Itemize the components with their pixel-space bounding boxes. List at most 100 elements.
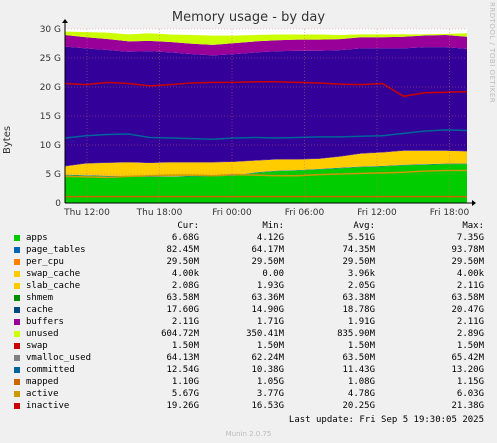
area-buffers	[65, 34, 467, 56]
legend-swatch	[14, 247, 20, 253]
legend: Cur: Min: Avg: Max: apps 6.68G 4.12G 5.51G 7…	[0, 220, 497, 412]
legend-cur: 17.60G	[166, 305, 199, 315]
area-shmem	[65, 150, 467, 167]
x-tick-label: Fri 06:00	[285, 208, 325, 218]
legend-avg: 29.50M	[342, 257, 375, 267]
legend-min: 1.93G	[256, 281, 284, 291]
legend-swatch	[14, 319, 20, 325]
y-tick-label: 15 G	[40, 112, 61, 122]
y-tick-label: 10 G	[40, 141, 61, 151]
legend-swatch	[14, 403, 20, 409]
legend-avg: 2.05G	[347, 281, 375, 291]
legend-max: 63.58M	[451, 293, 484, 303]
legend-swatch	[14, 295, 20, 301]
legend-swatch	[14, 331, 20, 337]
legend-min: 4.12G	[256, 233, 284, 243]
legend-row-shmem: shmem 63.58M 63.36M 63.38M 63.58M	[0, 292, 497, 304]
legend-row-mapped: mapped 1.10G 1.05G 1.08G 1.15G	[0, 376, 497, 388]
legend-avg: 74.35M	[342, 245, 375, 255]
legend-min: 16.53G	[251, 401, 284, 411]
y-tick-label: 25 G	[40, 54, 61, 64]
legend-cur: 19.26G	[166, 401, 199, 411]
legend-cur: 4.00k	[171, 269, 199, 279]
legend-max: 21.38G	[451, 401, 484, 411]
legend-max: 13.20G	[451, 365, 484, 375]
legend-min: 1.71G	[256, 317, 284, 327]
legend-cur: 1.50M	[171, 341, 199, 351]
legend-max: 1.15G	[456, 377, 484, 387]
legend-swatch	[14, 367, 20, 373]
legend-row-apps: apps 6.68G 4.12G 5.51G 7.35G	[0, 232, 497, 244]
legend-avg: 1.50M	[347, 341, 375, 351]
legend-cur: 82.45M	[166, 245, 199, 255]
legend-min: 29.50M	[251, 257, 284, 267]
legend-row-slab_cache: slab_cache 2.08G 1.93G 2.05G 2.11G	[0, 280, 497, 292]
legend-name: mapped	[26, 377, 59, 387]
legend-avg: 5.51G	[347, 233, 375, 243]
x-tick-label: Fri 12:00	[357, 208, 397, 218]
legend-row-buffers: buffers 2.11G 1.71G 1.91G 2.11G	[0, 316, 497, 328]
legend-name: cache	[26, 305, 54, 315]
legend-avg: 1.08G	[347, 377, 375, 387]
legend-row-unused: unused 604.72M 350.41M 835.90M 2.89G	[0, 328, 497, 340]
legend-min: 63.36M	[251, 293, 284, 303]
legend-max: 2.89G	[456, 329, 484, 339]
legend-row-vmalloc_used: vmalloc_used 64.13M 62.24M 63.50M 65.42M	[0, 352, 497, 364]
legend-max: 1.50M	[456, 341, 484, 351]
line-inactive	[64, 81, 468, 98]
legend-name: swap_cache	[26, 269, 81, 279]
legend-min: 1.50M	[256, 341, 284, 351]
legend-swatch	[14, 235, 20, 241]
legend-min: 350.41M	[246, 329, 284, 339]
legend-name: buffers	[26, 317, 64, 327]
legend-avg: 835.90M	[337, 329, 375, 339]
legend-max: 29.50M	[451, 257, 484, 267]
legend-header-avg: Avg:	[353, 221, 375, 231]
x-tick-label: Thu 12:00	[63, 208, 110, 218]
legend-row-page_tables: page_tables 82.45M 64.17M 74.35M 93.78M	[0, 244, 497, 256]
area-cache	[65, 46, 467, 167]
legend-avg: 20.25G	[342, 401, 375, 411]
x-tick-label: Thu 18:00	[136, 208, 183, 218]
legend-avg: 1.91G	[347, 317, 375, 327]
legend-swatch	[14, 355, 20, 361]
x-axis-arrow	[472, 200, 476, 206]
legend-swatch	[14, 259, 20, 265]
last-update: Last update: Fri Sep 5 19:30:05 2025	[288, 415, 484, 425]
legend-swatch	[14, 391, 20, 397]
legend-max: 65.42M	[451, 353, 484, 363]
line-committed	[64, 129, 468, 140]
legend-avg: 63.38M	[342, 293, 375, 303]
legend-swatch	[14, 271, 20, 277]
area-unused	[65, 31, 467, 45]
line-active	[64, 169, 467, 179]
legend-min: 10.38G	[251, 365, 284, 375]
legend-name: unused	[26, 329, 59, 339]
legend-header: Cur: Min: Avg: Max:	[0, 220, 497, 232]
legend-row-active: active 5.67G 3.77G 4.78G 6.03G	[0, 388, 497, 400]
y-axis-arrow	[62, 19, 68, 23]
legend-min: 64.17M	[251, 245, 284, 255]
legend-cur: 1.10G	[171, 377, 199, 387]
legend-name: per_cpu	[26, 257, 64, 267]
legend-swatch	[14, 283, 20, 289]
legend-name: swap	[26, 341, 48, 351]
legend-name: slab_cache	[26, 281, 81, 291]
legend-header-max: Max:	[462, 221, 484, 231]
y-tick-label: 20 G	[40, 83, 61, 93]
legend-min: 62.24M	[251, 353, 284, 363]
legend-max: 4.00k	[456, 269, 484, 279]
legend-name: shmem	[26, 293, 54, 303]
legend-max: 2.11G	[456, 317, 484, 327]
legend-row-swap: swap 1.50M 1.50M 1.50M 1.50M	[0, 340, 497, 352]
legend-avg: 63.50M	[342, 353, 375, 363]
legend-cur: 64.13M	[166, 353, 199, 363]
legend-row-cache: cache 17.60G 14.90G 18.78G 20.47G	[0, 304, 497, 316]
legend-cur: 63.58M	[166, 293, 199, 303]
x-tick-label: Fri 00:00	[212, 208, 252, 218]
legend-min: 14.90G	[251, 305, 284, 315]
legend-row-swap_cache: swap_cache 4.00k 0.00 3.96k 4.00k	[0, 268, 497, 280]
area-slab_cache	[65, 150, 467, 177]
x-tick-label: Fri 18:00	[430, 208, 470, 218]
